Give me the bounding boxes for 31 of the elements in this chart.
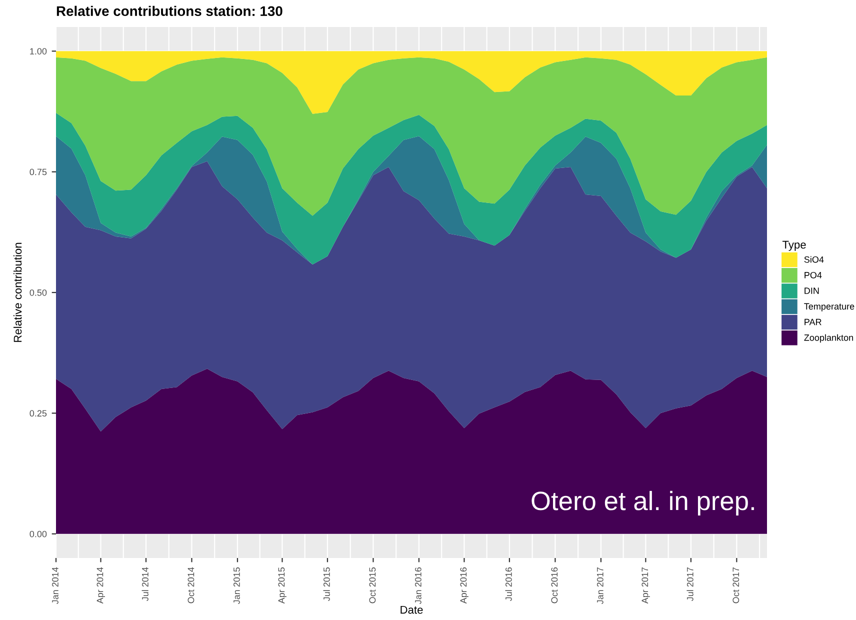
x-tick-label: Oct 2017 xyxy=(732,567,740,604)
legend-label: DIN xyxy=(804,288,819,294)
x-tick-label: Jan 2016 xyxy=(414,567,422,604)
x-tick-label: Jul 2014 xyxy=(142,567,148,602)
legend-label: SiO4 xyxy=(804,256,824,263)
y-axis-title: Relative contribution xyxy=(13,242,22,342)
legend-title: Type xyxy=(782,240,806,251)
legend-label: Temperature xyxy=(804,303,854,312)
legend-label: PO4 xyxy=(804,272,822,278)
chart-title: Relative contributions station: 130 xyxy=(56,6,282,16)
x-tick-label: Oct 2016 xyxy=(551,567,558,604)
legend-label: PAR xyxy=(804,318,822,326)
x-tick-label: Jan 2014 xyxy=(52,567,58,604)
y-tick-label: 1.00 xyxy=(30,48,47,54)
x-tick-label: Oct 2014 xyxy=(188,567,194,604)
x-tick-label: Jul 2015 xyxy=(323,567,330,602)
x-tick-label: Apr 2015 xyxy=(278,567,286,604)
x-tick-label: Jul 2016 xyxy=(505,567,512,602)
x-tick-label: Jul 2017 xyxy=(686,567,694,602)
x-tick-label: Apr 2014 xyxy=(96,567,105,604)
x-tick-label: Apr 2016 xyxy=(460,567,468,604)
y-tick-label: 0.75 xyxy=(30,168,47,176)
x-tick-label: Jan 2015 xyxy=(234,567,240,604)
x-axis-title: Date xyxy=(400,606,423,614)
legend-label: Zooplankton xyxy=(804,334,854,343)
x-tick-label: Oct 2015 xyxy=(369,567,376,604)
y-tick-label: 0.25 xyxy=(30,410,47,417)
x-tick-label: Apr 2017 xyxy=(642,567,650,604)
y-tick-label: 0.50 xyxy=(30,289,47,296)
x-tick-label: Jan 2017 xyxy=(596,567,604,604)
y-tick-label: 0.00 xyxy=(30,530,47,538)
